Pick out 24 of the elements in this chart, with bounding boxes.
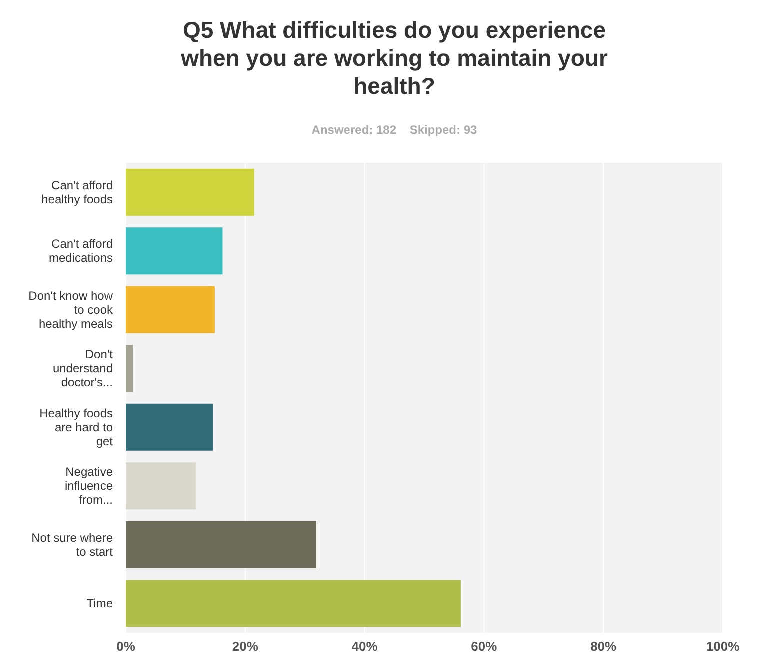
y-tick-label: Can't afford healthy foods [42,178,113,206]
y-tick-label: Don't understand doctor's... [52,348,114,390]
bar [126,168,254,216]
bar [126,462,196,510]
x-tick-label: 80% [590,639,618,654]
x-tick-label: 0% [116,639,136,654]
bar [126,286,215,334]
x-tick-label: 100% [706,639,740,654]
bar [126,580,461,628]
y-tick-label: Time [86,596,114,611]
y-tick-label: Not sure where to start [32,530,114,559]
y-tick-label: Don't know how to cook healthy meals [28,288,114,331]
chart-subtitle: Answered: 182 Skipped: 93 [312,123,478,137]
y-tick-label: Can't afford medications [48,237,113,266]
x-tick-label: 20% [232,639,259,654]
bar [126,345,134,392]
bar [126,404,214,451]
y-tick-label: Healthy foods are hard to get [40,406,114,448]
bar [126,521,316,568]
x-tick-label: 40% [352,639,378,654]
x-tick-label: 60% [471,639,498,654]
chart-title: Q5 What difficulties do you experience when you are working to maintain your health? [180,17,608,99]
y-tick-label: Negative influence from... [64,465,114,508]
bar [126,228,223,275]
